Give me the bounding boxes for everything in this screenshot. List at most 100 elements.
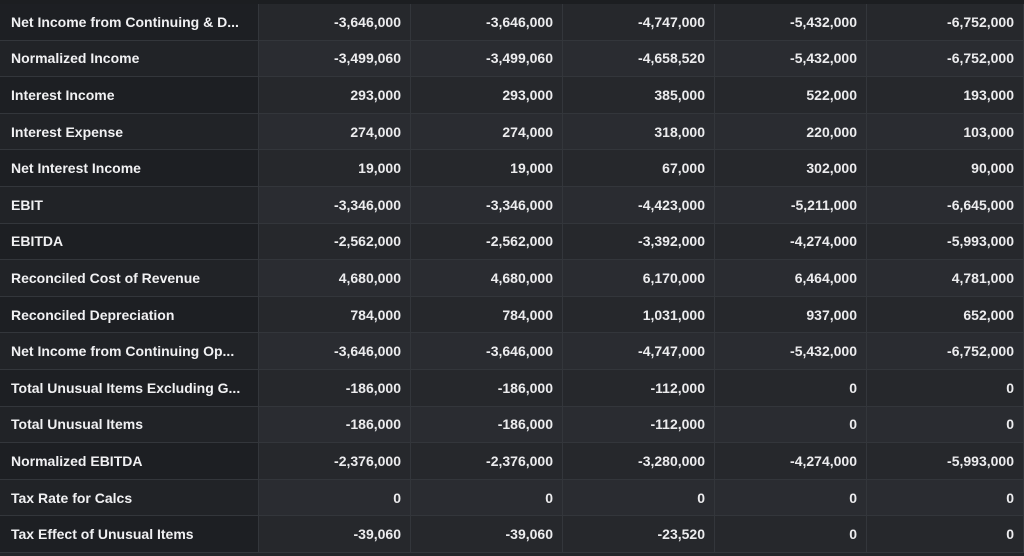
value-cell: -6,752,000 <box>867 4 1024 40</box>
value-cell: 193,000 <box>867 77 1024 113</box>
value-cell: 0 <box>867 479 1024 516</box>
table-row[interactable]: Tax Rate for Calcs 0 0 0 0 0 <box>0 479 1024 517</box>
value-cell: 0 <box>715 516 867 552</box>
value-cell: -3,646,000 <box>259 4 411 40</box>
value-cell: -4,423,000 <box>563 186 715 223</box>
value-cell: 293,000 <box>411 77 563 113</box>
row-label[interactable]: Net Income from Continuing Op... <box>0 333 259 369</box>
value-cell: -186,000 <box>411 369 563 406</box>
value-cell: -6,752,000 <box>867 40 1024 77</box>
value-cell: -2,562,000 <box>411 223 563 260</box>
value-cell: 220,000 <box>715 113 867 150</box>
value-cell: 293,000 <box>259 77 411 113</box>
value-cell: 0 <box>867 516 1024 552</box>
value-cell: -4,747,000 <box>563 4 715 40</box>
table-row[interactable]: Interest Income 293,000 293,000 385,000 522,… <box>0 77 1024 114</box>
value-cell: 0 <box>563 479 715 516</box>
row-label[interactable]: Total Unusual Items <box>0 406 259 443</box>
value-cell: -5,432,000 <box>715 4 867 40</box>
value-cell: 937,000 <box>715 296 867 333</box>
value-cell: 6,170,000 <box>563 260 715 296</box>
value-cell: -6,752,000 <box>867 333 1024 369</box>
value-cell: -3,392,000 <box>563 223 715 260</box>
value-cell: -23,520 <box>563 516 715 552</box>
row-label[interactable]: Interest Income <box>0 77 259 113</box>
value-cell: 784,000 <box>411 296 563 333</box>
value-cell: 0 <box>867 369 1024 406</box>
value-cell: -4,747,000 <box>563 333 715 369</box>
table-row[interactable]: EBITDA -2,562,000 -2,562,000 -3,392,000 -4,2… <box>0 223 1024 261</box>
value-cell: -39,060 <box>411 516 563 552</box>
value-cell: -5,993,000 <box>867 223 1024 260</box>
row-label[interactable]: Reconciled Depreciation <box>0 296 259 333</box>
value-cell: -3,646,000 <box>259 333 411 369</box>
value-cell: 0 <box>411 479 563 516</box>
value-cell: 522,000 <box>715 77 867 113</box>
value-cell: 6,464,000 <box>715 260 867 296</box>
value-cell: 19,000 <box>411 150 563 186</box>
value-cell: -186,000 <box>259 369 411 406</box>
table-row[interactable]: Normalized Income -3,499,060 -3,499,060 -4,… <box>0 40 1024 78</box>
value-cell: 0 <box>715 406 867 443</box>
value-cell: -186,000 <box>411 406 563 443</box>
row-label[interactable]: Net Income from Continuing & D... <box>0 4 259 40</box>
row-label[interactable]: Normalized EBITDA <box>0 443 259 479</box>
value-cell: 274,000 <box>411 113 563 150</box>
row-label[interactable]: Total Unusual Items Excluding G... <box>0 369 259 406</box>
value-cell: 652,000 <box>867 296 1024 333</box>
table-row[interactable]: Reconciled Depreciation 784,000 784,000 1,0… <box>0 296 1024 334</box>
value-cell: 19,000 <box>259 150 411 186</box>
table-row[interactable]: Tax Effect of Unusual Items -39,060 -39,06… <box>0 516 1024 553</box>
value-cell: 0 <box>259 479 411 516</box>
table-row[interactable]: Net Income from Continuing Op... -3,646,0… <box>0 333 1024 370</box>
value-cell: 784,000 <box>259 296 411 333</box>
row-label[interactable]: Reconciled Cost of Revenue <box>0 260 259 296</box>
value-cell: -3,280,000 <box>563 443 715 479</box>
table-row[interactable]: Reconciled Cost of Revenue 4,680,000 4,680… <box>0 260 1024 297</box>
value-cell: -186,000 <box>259 406 411 443</box>
value-cell: 0 <box>715 479 867 516</box>
value-cell: 274,000 <box>259 113 411 150</box>
value-cell: -3,646,000 <box>411 4 563 40</box>
table-row[interactable]: Normalized EBITDA -2,376,000 -2,376,000 -3,… <box>0 443 1024 480</box>
value-cell: 67,000 <box>563 150 715 186</box>
value-cell: 0 <box>867 406 1024 443</box>
value-cell: -4,274,000 <box>715 443 867 479</box>
value-cell: 4,680,000 <box>259 260 411 296</box>
value-cell: 1,031,000 <box>563 296 715 333</box>
table-row[interactable]: Total Unusual Items Excluding G... -186,0… <box>0 369 1024 407</box>
value-cell: 302,000 <box>715 150 867 186</box>
table-top-divider <box>0 0 1024 4</box>
value-cell: -6,645,000 <box>867 186 1024 223</box>
row-label[interactable]: EBIT <box>0 186 259 223</box>
value-cell: 385,000 <box>563 77 715 113</box>
value-cell: -3,346,000 <box>259 186 411 223</box>
table-row[interactable]: Interest Expense 274,000 274,000 318,000 220… <box>0 113 1024 151</box>
value-cell: -2,376,000 <box>259 443 411 479</box>
table-row[interactable]: Net Interest Income 19,000 19,000 67,000 302… <box>0 150 1024 187</box>
value-cell: -5,211,000 <box>715 186 867 223</box>
value-cell: -5,993,000 <box>867 443 1024 479</box>
value-cell: -3,499,060 <box>259 40 411 77</box>
value-cell: 103,000 <box>867 113 1024 150</box>
value-cell: -112,000 <box>563 369 715 406</box>
value-cell: -3,499,060 <box>411 40 563 77</box>
row-label[interactable]: Normalized Income <box>0 40 259 77</box>
value-cell: -4,658,520 <box>563 40 715 77</box>
row-label[interactable]: EBITDA <box>0 223 259 260</box>
table-row[interactable]: Net Income from Continuing & D... -3,646,… <box>0 4 1024 41</box>
value-cell: -2,376,000 <box>411 443 563 479</box>
row-label[interactable]: Tax Effect of Unusual Items <box>0 516 259 552</box>
row-label[interactable]: Tax Rate for Calcs <box>0 479 259 516</box>
row-label[interactable]: Net Interest Income <box>0 150 259 186</box>
value-cell: -3,646,000 <box>411 333 563 369</box>
value-cell: -5,432,000 <box>715 40 867 77</box>
table-row[interactable]: Total Unusual Items -186,000 -186,000 -112,… <box>0 406 1024 444</box>
financial-data-table: Net Income from Continuing & D... -3,646,… <box>0 4 1024 553</box>
value-cell: 90,000 <box>867 150 1024 186</box>
value-cell: 4,680,000 <box>411 260 563 296</box>
value-cell: -4,274,000 <box>715 223 867 260</box>
table-row[interactable]: EBIT -3,346,000 -3,346,000 -4,423,000 -5,211… <box>0 186 1024 224</box>
value-cell: 4,781,000 <box>867 260 1024 296</box>
row-label[interactable]: Interest Expense <box>0 113 259 150</box>
